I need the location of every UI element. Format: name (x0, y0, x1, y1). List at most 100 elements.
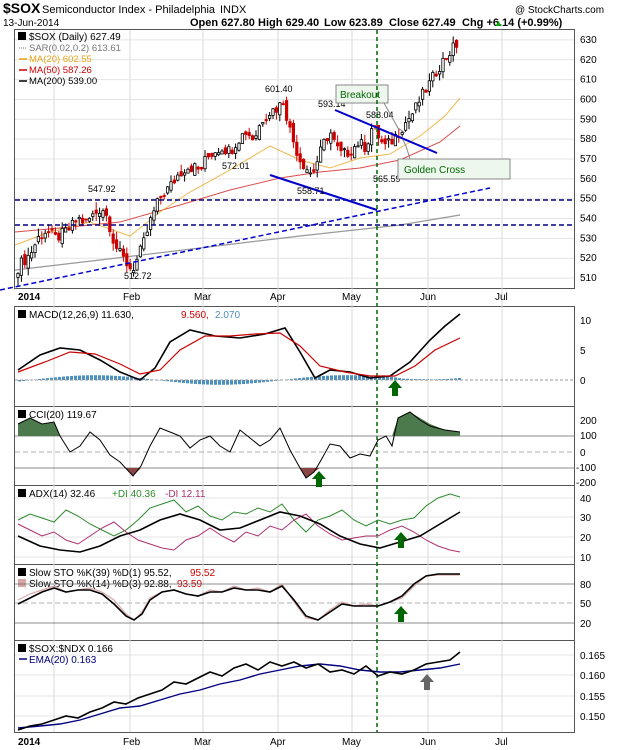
month-label: Jun (420, 292, 436, 303)
candle-body (271, 108, 275, 116)
candle-body (19, 257, 24, 276)
candle-body (206, 153, 210, 158)
macd-hist-bar (418, 379, 421, 380)
macd-hist-bar (62, 376, 65, 380)
candle-body (434, 73, 438, 77)
svg-text:5: 5 (580, 346, 586, 357)
macd-legend-hist: 2.070 (215, 310, 240, 321)
ratio-legend-a: $SOX:$NDX 0.166 (29, 644, 113, 655)
macd-hist-bar (346, 375, 349, 380)
cci-plot (15, 411, 574, 479)
candle-body (169, 181, 173, 191)
macd-hist-bar (330, 375, 333, 380)
legend-main: $SOX (Daily) 627.49 (29, 32, 121, 43)
candle-body (189, 165, 193, 172)
arrow-up-icon (394, 606, 408, 622)
candle-body (53, 232, 58, 235)
month-axis-top: 2014 Feb Mar Apr May Jun Jul (18, 292, 508, 303)
candle-body (111, 233, 115, 244)
change-arrow-icon: ▲ (494, 18, 503, 28)
candle-body (284, 100, 289, 121)
macd-hist-bar (450, 378, 453, 380)
svg-text:20: 20 (580, 533, 592, 544)
svg-text:40: 40 (580, 494, 592, 505)
macd-hist-bar (390, 376, 393, 380)
candle-body (60, 227, 64, 245)
candle-body (165, 186, 170, 194)
candle-body (291, 122, 296, 143)
svg-text:50: 50 (580, 599, 592, 610)
candle-body (444, 57, 449, 60)
price-tick-label: 570 (580, 154, 597, 165)
macd-plot (15, 313, 574, 385)
macd-hist-bar (438, 379, 441, 380)
candle-body (305, 169, 309, 173)
candle-body (403, 122, 408, 131)
candle-body (29, 252, 34, 259)
legend-ma50: MA(50) 587.26 (29, 65, 92, 76)
candle-body (118, 248, 122, 251)
candle-body (216, 152, 221, 156)
macd-hist-bar (398, 378, 401, 380)
macd-panel (14, 306, 575, 407)
legend-sar: SAR(0.02,0.2) 613.61 (29, 43, 121, 54)
macd-legend-text: MACD(12,26,9) 11.630, (29, 310, 134, 321)
macd-hist-bar (242, 380, 245, 384)
macd-hist-bar (66, 376, 69, 380)
candle-body (393, 133, 398, 147)
candle-body (366, 143, 370, 152)
candle-body (162, 195, 166, 197)
macd-hist-bar (86, 375, 89, 380)
candle-body (199, 167, 204, 170)
macd-hist-bar (410, 378, 413, 380)
breakout-label: Breakout (340, 90, 380, 101)
price-tick-label: 580 (580, 134, 597, 145)
macd-hist-bar (118, 376, 121, 380)
open-value: Open 627.80 (190, 17, 255, 29)
candle-body (230, 149, 234, 154)
macd-hist-bar (22, 380, 25, 381)
macd-hist-bar (334, 375, 337, 380)
plus-di-line (17, 493, 461, 537)
candle-body (108, 216, 112, 233)
candle-body (410, 113, 415, 122)
candle-body (182, 172, 187, 176)
candle-body (148, 217, 153, 230)
macd-hist-bar (318, 376, 321, 380)
chart-symbol: $SOX (3, 0, 41, 16)
price-labels: 601.40 593.14 588.04 572.01 558.71 565.5… (88, 84, 401, 281)
candle-body (98, 212, 102, 217)
candle-body (64, 227, 68, 233)
candle-body (172, 179, 176, 184)
candle-body (274, 107, 279, 113)
candlesticks (16, 36, 459, 286)
candle-body (176, 174, 180, 181)
macd-hist-bar (382, 375, 385, 380)
candle-body (390, 138, 394, 145)
sto-axis: 80 50 20 (580, 580, 592, 630)
macd-hist-bar (166, 380, 169, 382)
macd-hist-bar (454, 378, 457, 380)
svg-text:30: 30 (580, 513, 592, 524)
rising-trendline (0, 187, 491, 291)
candle-body (332, 132, 336, 140)
macd-hist-bar (142, 378, 145, 380)
cci-line (17, 411, 461, 479)
ratio-legend: $SOX:$NDX 0.166 EMA(20) 0.163 (18, 644, 113, 666)
macd-hist-bar (306, 377, 309, 380)
sto-legend: Slow STO %K(39) %D(1) 95.52, 95.52 Slow … (18, 568, 215, 590)
price-tick-label: 550 (580, 194, 597, 205)
macd-hist-bar (338, 375, 341, 380)
macd-hist-bar (162, 380, 165, 381)
macd-hist-bar (238, 380, 241, 385)
price-tick-label: 600 (580, 94, 597, 105)
candle-body (257, 125, 262, 140)
macd-hist-bar (50, 377, 53, 380)
cci-panel (14, 406, 575, 486)
change-value: Chg +6.14 (+0.99%) (462, 17, 563, 29)
candle-body (91, 213, 95, 217)
candle-body (155, 198, 159, 212)
month-label: May (342, 737, 361, 748)
candle-body (400, 132, 404, 135)
candle-body (240, 133, 244, 144)
